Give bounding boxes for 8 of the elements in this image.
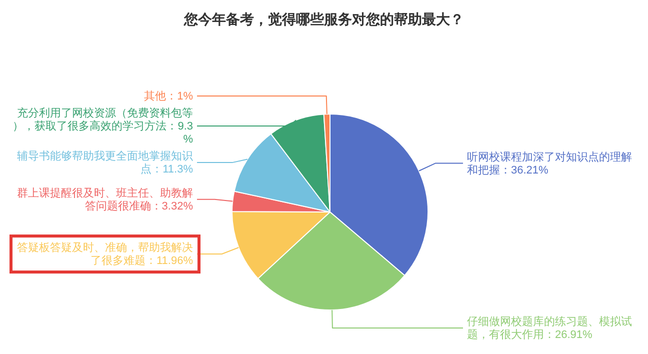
chart-title: 您今年备考，觉得哪些服务对您的帮助最大？ <box>183 11 464 27</box>
slice-label: 其他：1% <box>144 90 194 103</box>
slice-label: 辅导书能够帮助我更全面地掌握知识点：11.3% <box>17 150 194 176</box>
slice-label: 答疑板答疑及时、准确，帮助我解决了很多难题：11.96% <box>17 241 194 268</box>
slice-label: 仔细做网校题库的练习题、模拟试题，有很大作用：26.91% <box>467 314 632 341</box>
slice-label: 听网校课程加深了对知识点的理解和把握：36.21% <box>467 150 632 176</box>
slice-label: 充分利用了网校资源（免费资料包等），获取了很多高效的学习方法：9.3% <box>12 106 194 146</box>
slice-label: 群上课提醒很及时、班主任、助教解答问题很准确：3.32% <box>17 186 194 212</box>
